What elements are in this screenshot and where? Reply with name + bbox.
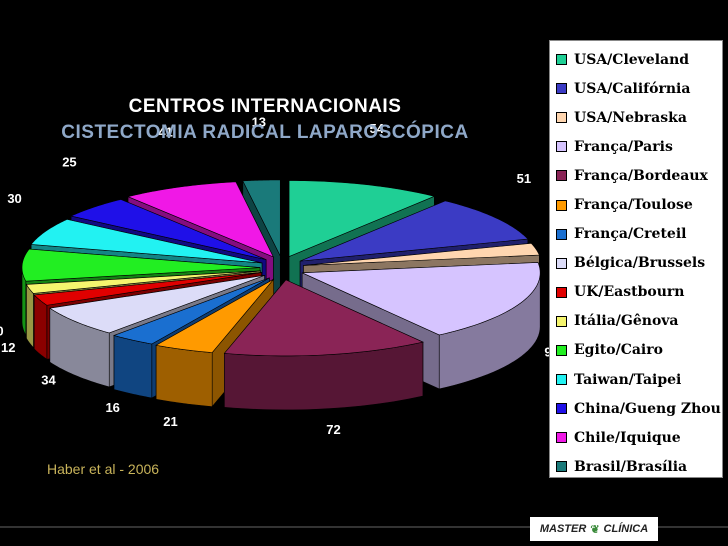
legend-item: França/Bordeaux — [556, 161, 722, 190]
legend-swatch — [556, 54, 567, 66]
legend-swatch — [556, 199, 567, 211]
legend-item: Brasil/Brasília — [556, 452, 722, 481]
logo-text-left: MASTER — [539, 523, 587, 535]
legend-item: USA/Califórnia — [556, 74, 722, 103]
legend-label: USA/Cleveland — [574, 51, 690, 68]
legend-label: Bélgica/Brussels — [574, 255, 706, 272]
data-label: 34 — [41, 372, 56, 387]
legend-swatch — [556, 315, 567, 327]
data-label: 30 — [7, 191, 21, 206]
legend-item: UK/Eastbourn — [556, 278, 722, 307]
legend-label: Itália/Gênova — [574, 313, 679, 330]
legend-item: China/Gueng Zhou — [556, 394, 722, 423]
legend-label: França/Paris — [574, 138, 673, 155]
data-label: 72 — [326, 422, 340, 437]
data-label: 21 — [163, 414, 177, 429]
legend-swatch — [556, 403, 567, 415]
legend-label: França/Bordeaux — [574, 167, 708, 184]
legend-label: Egito/Cairo — [574, 342, 663, 359]
chart-subtitle: CISTECTOMIA RADICAL LAPAROSCÓPICA — [61, 122, 469, 143]
leaf-icon: ❦ — [590, 523, 600, 536]
chart-title: CENTROS INTERNACIONAIS — [128, 96, 402, 117]
legend-label: China/Gueng Zhou — [574, 400, 721, 417]
legend-label: USA/Nebraska — [574, 109, 687, 126]
legend-swatch — [556, 170, 567, 182]
data-label: 41 — [158, 125, 172, 140]
logo-text-right: CLÍNICA — [603, 523, 649, 535]
legend-swatch — [556, 374, 567, 386]
data-label: 13 — [252, 114, 266, 129]
legend-label: Chile/Iquique — [574, 429, 681, 446]
legend-item: Taiwan/Taipei — [556, 365, 722, 394]
data-label: 51 — [517, 171, 531, 186]
brand-logo: MASTER ❦ CLÍNICA — [530, 517, 658, 541]
data-label: 10 — [0, 323, 4, 338]
legend-swatch — [556, 461, 567, 473]
legend-label: UK/Eastbourn — [574, 284, 685, 301]
legend-swatch — [556, 344, 567, 356]
data-label: 12 — [1, 340, 15, 355]
legend-label: USA/Califórnia — [574, 80, 691, 97]
legend-swatch — [556, 286, 567, 298]
legend-item: França/Creteil — [556, 220, 722, 249]
pie-slice — [301, 262, 541, 390]
data-label: 54 — [370, 121, 385, 136]
source-citation: Haber et al - 2006 — [47, 461, 160, 477]
legend-item: Itália/Gênova — [556, 307, 722, 336]
legend-swatch — [556, 228, 567, 240]
pie-slice — [223, 279, 424, 411]
legend-item: USA/Cleveland — [556, 45, 722, 74]
data-label: 25 — [62, 155, 76, 170]
data-label: 16 — [105, 400, 119, 415]
legend-item: Bélgica/Brussels — [556, 249, 722, 278]
legend-label: França/Creteil — [574, 226, 687, 243]
footer-divider — [0, 526, 728, 528]
chart-legend: USA/Cleveland USA/Califórnia USA/Nebraska F… — [549, 40, 723, 478]
legend-item: Egito/Cairo — [556, 336, 722, 365]
legend-swatch — [556, 141, 567, 153]
legend-swatch — [556, 432, 567, 444]
legend-label: Taiwan/Taipei — [574, 371, 682, 388]
legend-item: França/Toulose — [556, 190, 722, 219]
chart-title-block: CENTROS INTERNACIONAIS CISTECTOMIA RADIC… — [0, 96, 530, 144]
legend-label: França/Toulose — [574, 197, 693, 214]
legend-item: Chile/Iquique — [556, 423, 722, 452]
legend-item: França/Paris — [556, 132, 722, 161]
legend-label: Brasil/Brasília — [574, 458, 688, 475]
legend-swatch — [556, 257, 567, 269]
legend-swatch — [556, 83, 567, 95]
legend-swatch — [556, 112, 567, 124]
legend-item: USA/Nebraska — [556, 103, 722, 132]
